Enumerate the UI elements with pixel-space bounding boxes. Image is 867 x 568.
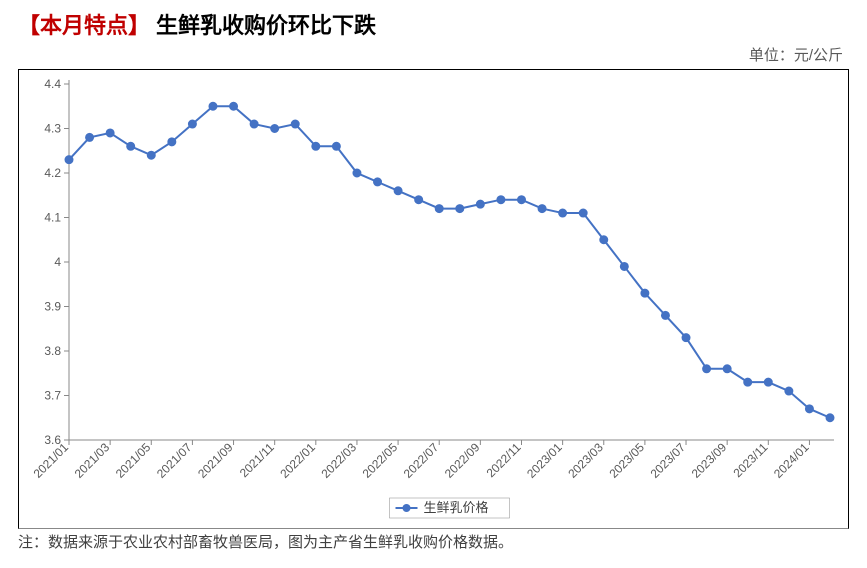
- title-bracket: 【本月特点】: [18, 8, 150, 40]
- line-chart: 3.63.73.83.944.14.24.34.42021/012021/032…: [19, 70, 848, 528]
- svg-text:2022/09: 2022/09: [442, 440, 483, 481]
- chart-container: 3.63.73.83.944.14.24.34.42021/012021/032…: [18, 69, 849, 529]
- svg-text:2023/01: 2023/01: [524, 440, 565, 481]
- svg-text:2022/05: 2022/05: [360, 440, 401, 481]
- svg-text:4.1: 4.1: [44, 211, 61, 225]
- svg-text:2021/03: 2021/03: [72, 440, 113, 481]
- svg-text:2023/05: 2023/05: [606, 440, 647, 481]
- svg-text:2023/11: 2023/11: [730, 440, 770, 480]
- svg-text:2021/11: 2021/11: [237, 440, 277, 480]
- title-main: 生鲜乳收购价环比下跌: [156, 8, 376, 40]
- svg-text:3.7: 3.7: [44, 389, 61, 403]
- svg-text:生鲜乳价格: 生鲜乳价格: [424, 500, 489, 515]
- svg-text:4.3: 4.3: [44, 122, 61, 136]
- svg-text:2022/03: 2022/03: [318, 440, 359, 481]
- title-row: 【本月特点】 生鲜乳收购价环比下跌: [0, 0, 867, 44]
- svg-text:2022/01: 2022/01: [277, 440, 318, 481]
- svg-text:4.4: 4.4: [44, 77, 61, 91]
- svg-text:4: 4: [54, 255, 61, 269]
- svg-text:3.9: 3.9: [44, 300, 61, 314]
- svg-text:2021/09: 2021/09: [195, 440, 236, 481]
- unit-label: 单位：元/公斤: [0, 44, 867, 65]
- svg-text:4.2: 4.2: [44, 166, 61, 180]
- footnote: 注：数据来源于农业农村部畜牧兽医局，图为主产省生鲜乳收购价格数据。: [0, 529, 867, 552]
- svg-text:2024/01: 2024/01: [771, 440, 812, 481]
- svg-text:2023/07: 2023/07: [648, 440, 689, 481]
- svg-text:3.8: 3.8: [44, 344, 61, 358]
- svg-text:2022/11: 2022/11: [484, 440, 524, 480]
- svg-text:2022/07: 2022/07: [401, 440, 442, 481]
- svg-text:2023/03: 2023/03: [565, 440, 606, 481]
- svg-text:2021/07: 2021/07: [154, 440, 195, 481]
- svg-text:2021/05: 2021/05: [113, 440, 154, 481]
- svg-text:2023/09: 2023/09: [689, 440, 730, 481]
